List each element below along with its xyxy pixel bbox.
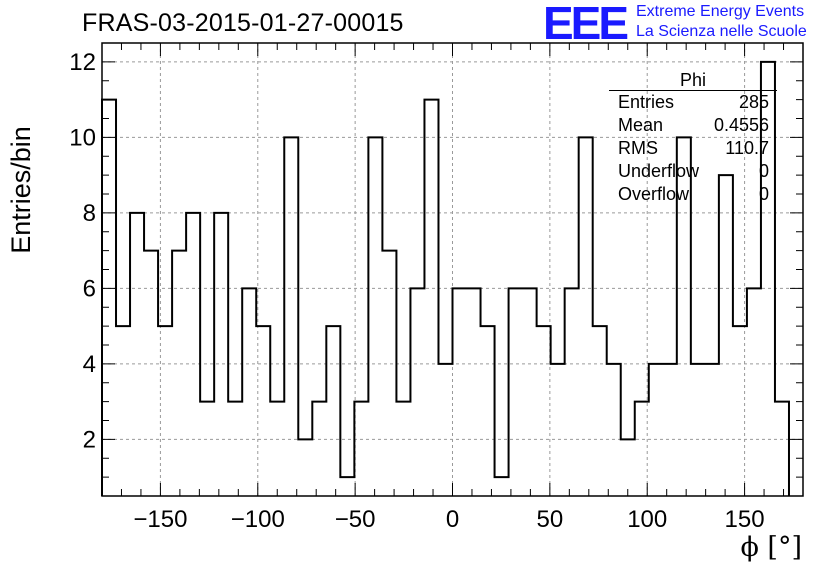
histogram-bin (551, 364, 565, 496)
histogram-bin (270, 402, 284, 496)
histogram-bin (102, 100, 116, 496)
histogram-bin (593, 326, 607, 496)
histogram-bin (733, 326, 747, 496)
histogram-bin (326, 326, 340, 496)
histogram-bin (537, 326, 551, 496)
x-tick-label: −150 (133, 506, 187, 533)
histogram-bin (635, 402, 649, 496)
eee-logo-mark: EEE (543, 0, 629, 49)
histogram-bin (621, 439, 635, 496)
stats-label: Underflow (618, 161, 700, 181)
histogram-bin (495, 477, 509, 496)
y-tick-label: 4 (83, 351, 96, 378)
histogram-bin (705, 364, 719, 496)
y-axis-label: Entries/bin (6, 126, 36, 254)
stats-value: 285 (738, 92, 769, 112)
histogram-bin (438, 364, 452, 496)
y-tick-label: 12 (69, 49, 96, 76)
histogram-bin (340, 477, 354, 496)
histogram-bin (228, 402, 242, 496)
x-tick-label: 150 (725, 506, 765, 533)
stats-value: 0 (758, 184, 769, 204)
histogram-bin (775, 402, 789, 496)
histogram-bin (649, 364, 663, 496)
histogram-bin (509, 288, 523, 496)
histogram-bin (424, 100, 438, 496)
stats-row: Underflow 0 (609, 160, 777, 183)
stats-box: Phi Entries 285 Mean 0.4556 RMS 110.7 Underflo… (609, 70, 777, 206)
stats-row: Entries 285 (609, 91, 777, 114)
histogram-bin (607, 364, 621, 496)
x-tick-label: 0 (446, 506, 459, 533)
histogram-bin (453, 288, 467, 496)
stats-title: Phi (609, 70, 777, 91)
stats-row: Overflow 0 (609, 183, 777, 206)
histogram-bin (396, 402, 410, 496)
histogram-outline (101, 60, 790, 496)
y-tick-label: 10 (69, 124, 96, 151)
histogram-bin (116, 326, 130, 496)
histogram-bin (719, 175, 733, 496)
histogram-bin (130, 213, 144, 496)
histogram-bin (186, 213, 200, 496)
x-axis-label: ϕ [°] (740, 532, 802, 563)
histogram-bin (523, 288, 537, 496)
stats-row: RMS 110.7 (609, 137, 777, 160)
histogram-bin (368, 137, 382, 496)
stats-row: Mean 0.4556 (609, 114, 777, 137)
histogram-bin (663, 364, 677, 496)
histogram-bin (354, 402, 368, 496)
histogram-bin (382, 251, 396, 496)
y-tick-label: 2 (83, 426, 96, 453)
x-tick-label: −100 (231, 506, 285, 533)
histogram-bin (214, 213, 228, 496)
histogram-bin (144, 251, 158, 496)
stats-label: Mean (618, 115, 664, 135)
histogram-bin (312, 402, 326, 496)
histogram-bin (298, 439, 312, 496)
histogram-bin (172, 251, 186, 496)
histogram-bin (565, 288, 579, 496)
eee-logo-line1: Extreme Energy Events (636, 3, 805, 20)
y-tick-label: 6 (83, 275, 96, 302)
histogram-bin (256, 326, 270, 496)
histogram-bin (200, 402, 214, 496)
stats-label: RMS (618, 138, 658, 158)
x-tick-label: −50 (335, 506, 376, 533)
x-tick-label: 50 (537, 506, 564, 533)
stats-value: 110.7 (725, 138, 769, 158)
chart-title: FRAS-03-2015-01-27-00015 (82, 9, 404, 37)
histogram-bin (158, 326, 172, 496)
histogram-bin (467, 288, 481, 496)
stats-value: 0 (758, 161, 769, 181)
eee-logo-line2: La Scienza nelle Scuole (636, 23, 807, 40)
histogram-bin (284, 137, 298, 496)
histogram-bin (579, 137, 593, 496)
stats-label: Entries (618, 92, 675, 112)
histogram-bin (481, 326, 495, 496)
x-tick-label: 100 (627, 506, 667, 533)
histogram-bin (691, 364, 705, 496)
stats-value: 0.4556 (713, 115, 769, 135)
histogram-bin (747, 288, 761, 496)
histogram-bin (242, 288, 256, 496)
histogram-bin (410, 288, 424, 496)
stats-label: Overflow (618, 184, 690, 204)
y-tick-label: 8 (83, 200, 96, 227)
